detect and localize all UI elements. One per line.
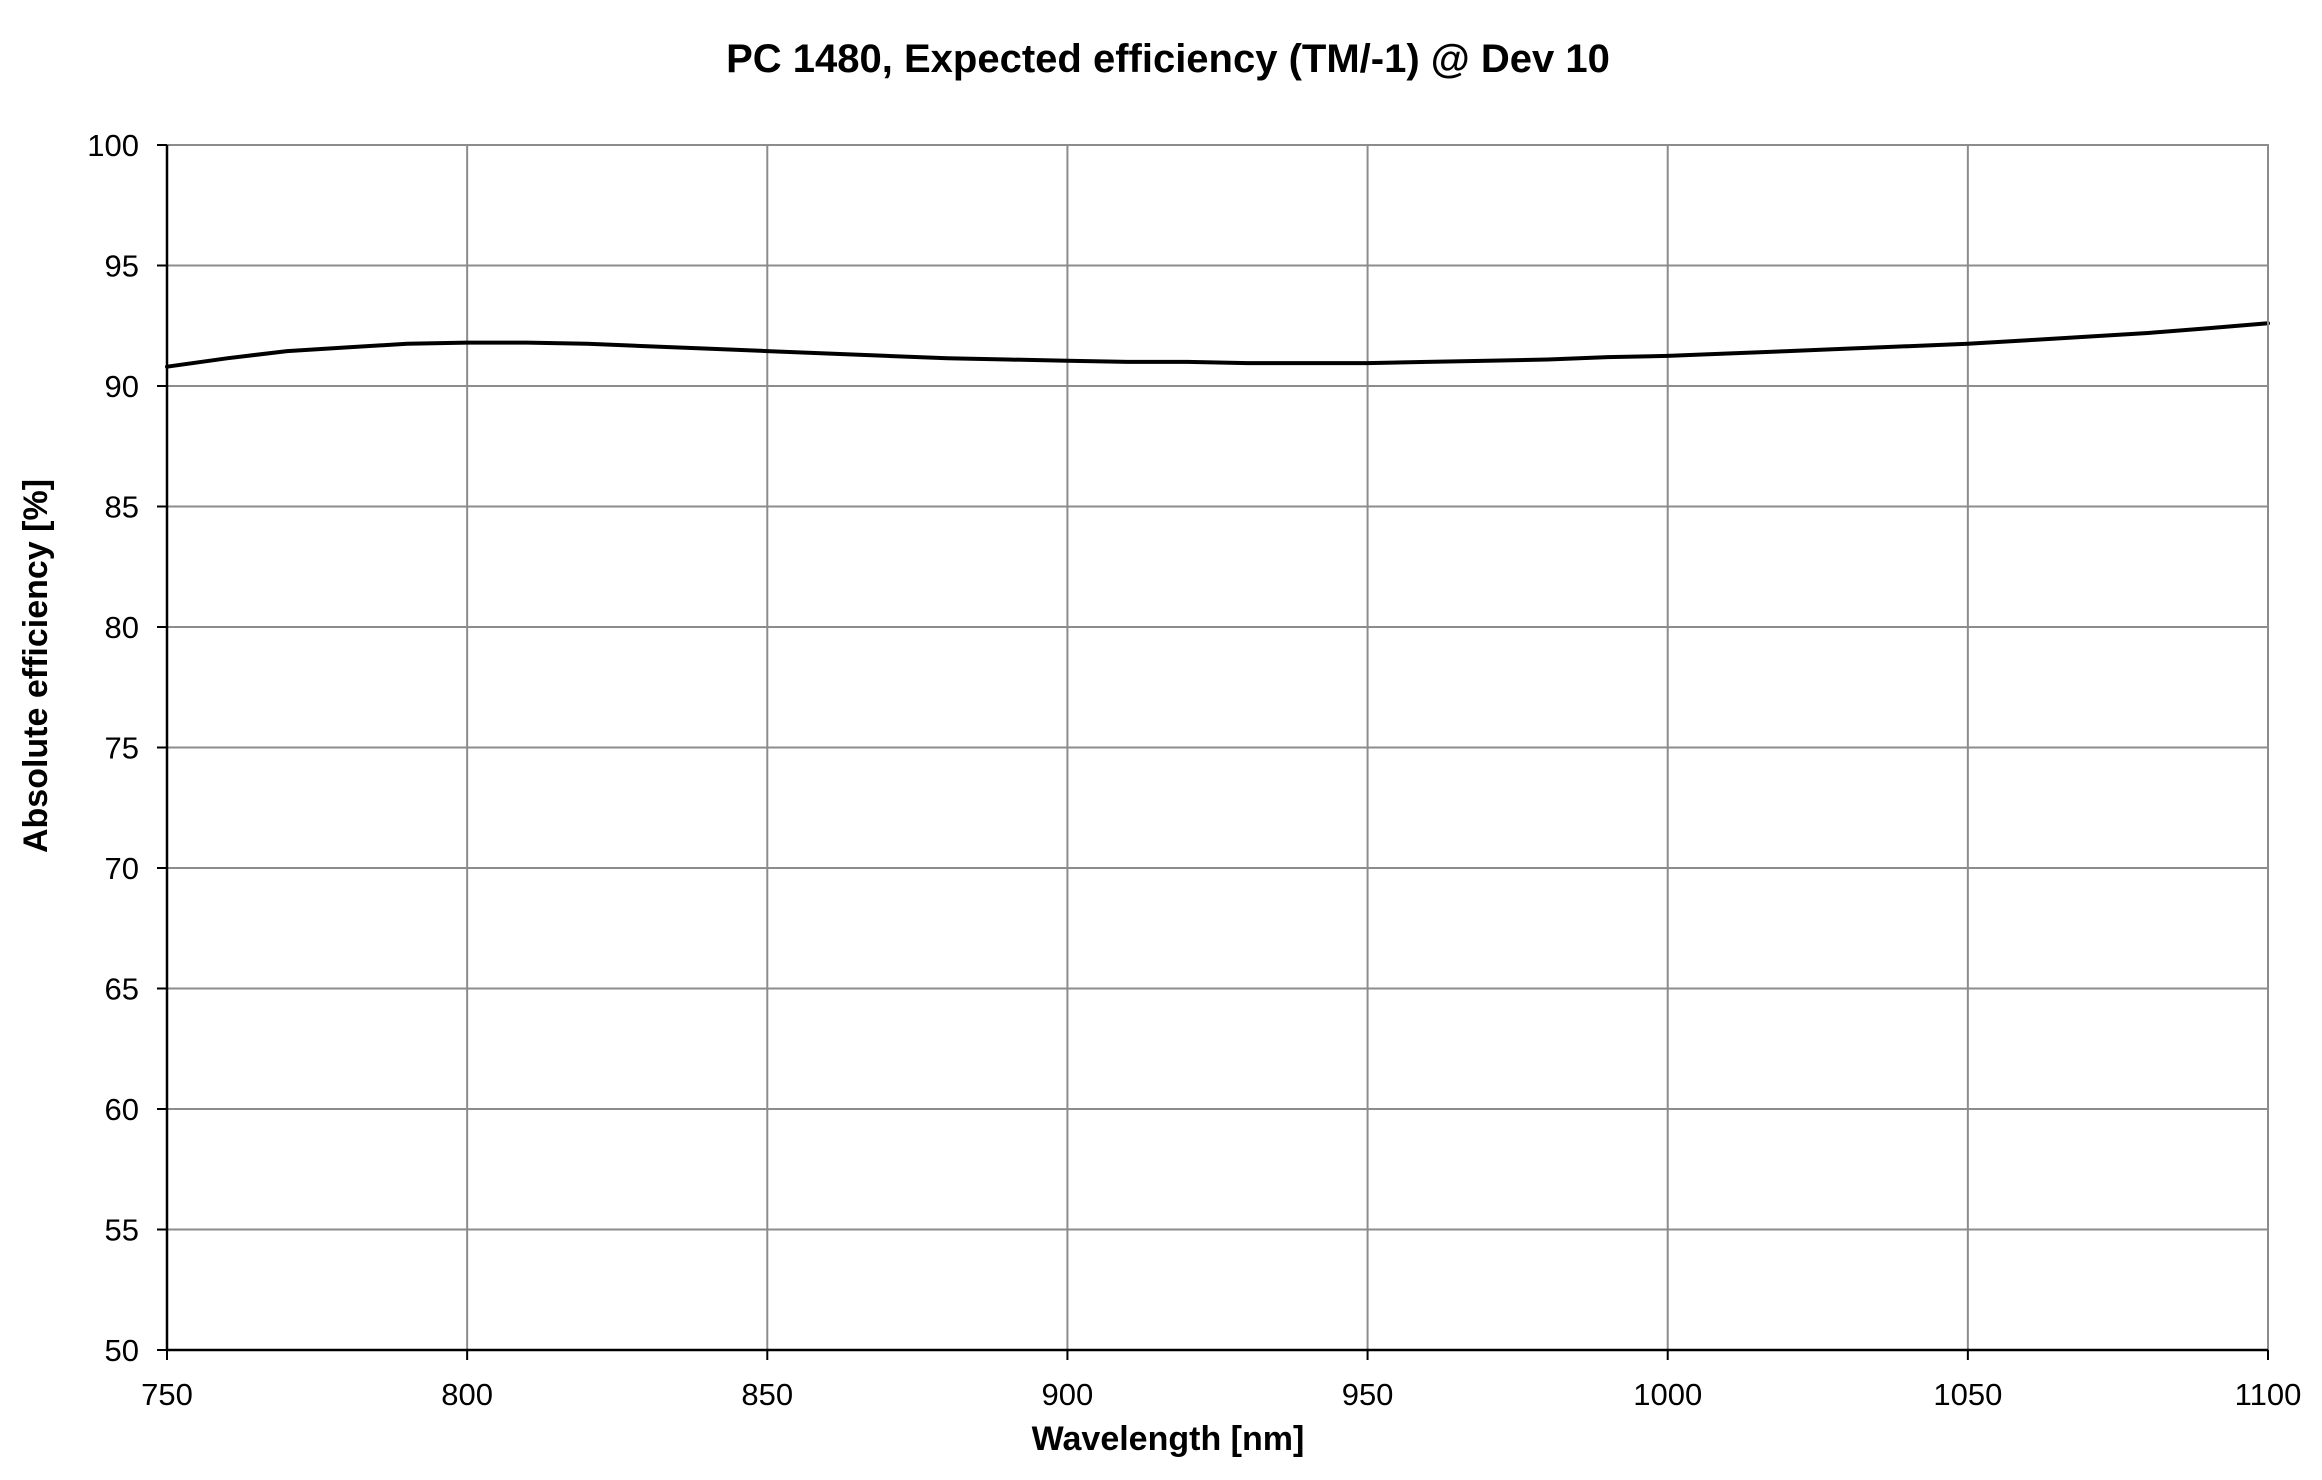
y-tick-label: 50 [105,1333,139,1368]
y-tick-label: 55 [105,1213,139,1248]
x-axis-label: Wavelength [nm] [1032,1420,1305,1458]
x-tick-label: 1050 [1933,1377,2002,1412]
chart-title: PC 1480, Expected efficiency (TM/-1) @ D… [726,37,1610,81]
x-tick-label: 850 [741,1377,793,1412]
x-tick-label: 900 [1042,1377,1094,1412]
y-tick-label: 75 [105,731,139,766]
x-tick-label: 950 [1342,1377,1394,1412]
y-axis-label: Absolute efficiency [%] [17,479,55,853]
x-tick-label: 800 [441,1377,493,1412]
y-tick-label: 95 [105,249,139,284]
y-tick-label: 70 [105,851,139,886]
x-tick-label: 750 [141,1377,193,1412]
y-tick-label: 100 [87,128,139,163]
y-tick-label: 90 [105,369,139,404]
tick-labels: 50 55 60 65 70 75 80 85 90 95 100 750 800 850 900 950 10… [87,128,2301,1412]
y-tick-label: 60 [105,1092,139,1127]
axes [157,144,2269,1360]
x-tick-label: 1000 [1633,1377,1702,1412]
y-tick-label: 65 [105,972,139,1007]
y-tick-label: 85 [105,490,139,525]
efficiency-series-line [165,321,2270,369]
y-tick-label: 80 [105,610,139,645]
x-tick-label: 1100 [2235,1377,2302,1412]
grid [166,144,2269,1351]
series-layer [165,321,2270,369]
